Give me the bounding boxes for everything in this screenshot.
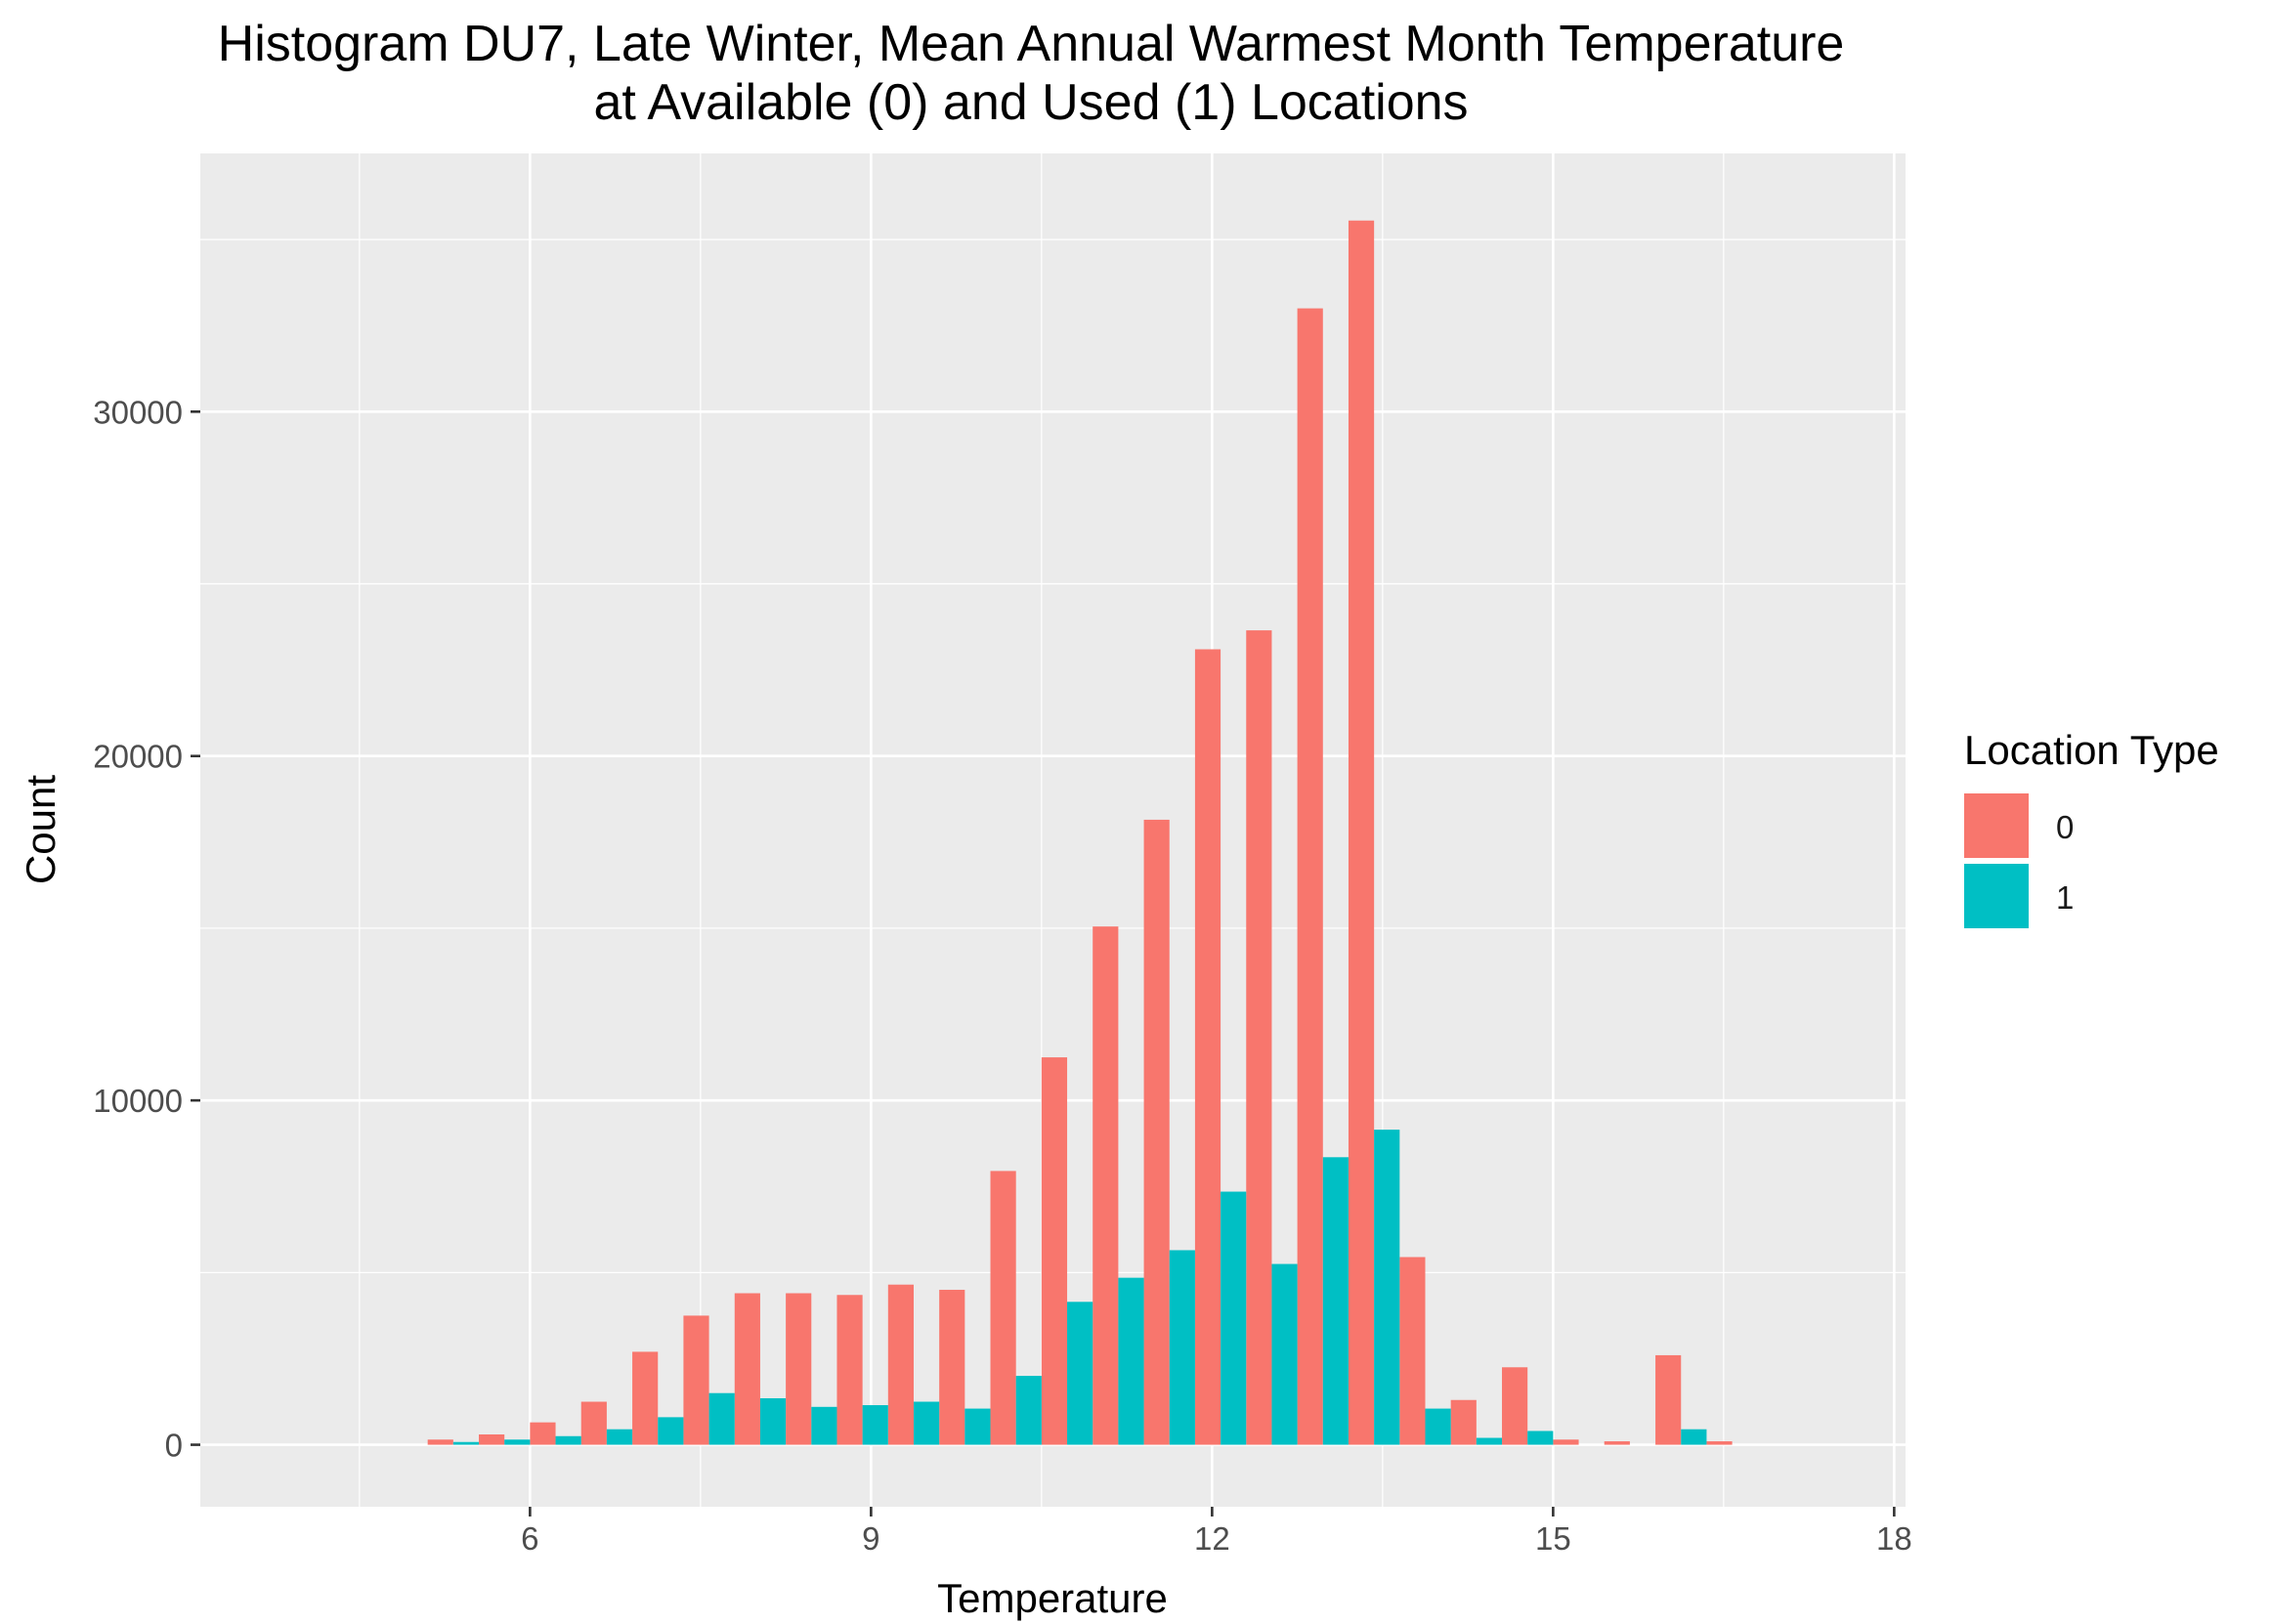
- bar-series-0: [734, 1293, 760, 1445]
- bar-series-1: [1169, 1250, 1195, 1445]
- x-tick-label: 15: [1535, 1520, 1571, 1557]
- bar-series-0: [1502, 1367, 1528, 1445]
- bars: [427, 220, 1733, 1445]
- bar-series-0: [1143, 819, 1170, 1445]
- bar-series-0: [1655, 1354, 1682, 1445]
- x-tick-label: 6: [521, 1520, 538, 1557]
- legend-label-series-0: 0: [2056, 809, 2074, 845]
- bar-series-0: [1246, 630, 1272, 1445]
- bar-series-1: [1221, 1191, 1247, 1445]
- bar-series-0: [786, 1293, 812, 1445]
- bar-series-0: [836, 1295, 863, 1445]
- bar-series-1: [1067, 1302, 1093, 1445]
- legend: Location Type 0 1: [1964, 727, 2219, 928]
- bar-series-0: [1297, 308, 1323, 1445]
- y-axis-title: Count: [18, 775, 64, 884]
- x-tick-label: 12: [1194, 1520, 1230, 1557]
- bar-series-0: [887, 1284, 914, 1445]
- bar-series-0: [580, 1401, 607, 1445]
- bar-series-1: [1374, 1130, 1400, 1445]
- bar-series-1: [1118, 1277, 1144, 1445]
- y-tick-label: 20000: [93, 739, 183, 775]
- bar-series-0: [1194, 649, 1221, 1445]
- bar-series-1: [759, 1397, 787, 1445]
- y-axis: 0 10000 20000 30000: [93, 394, 200, 1464]
- bar-series-0: [1041, 1057, 1068, 1445]
- bar-series-1: [555, 1435, 581, 1445]
- bar-series-1: [452, 1441, 480, 1445]
- x-tick-label: 9: [862, 1520, 879, 1557]
- bar-series-1: [1425, 1408, 1451, 1445]
- legend-key-series-1: [1964, 864, 2029, 928]
- bar-series-0: [990, 1171, 1016, 1445]
- bar-series-0: [1553, 1439, 1579, 1445]
- bar-series-0: [1706, 1441, 1733, 1445]
- legend-label-series-1: 1: [2056, 879, 2074, 916]
- legend-key-series-0: [1964, 793, 2029, 858]
- bar-series-1: [1322, 1157, 1349, 1445]
- bar-series-0: [479, 1433, 505, 1445]
- bar-series-0: [683, 1315, 709, 1445]
- bar-series-0: [632, 1351, 659, 1445]
- bar-series-1: [1476, 1437, 1503, 1445]
- bar-series-0: [1604, 1441, 1630, 1445]
- x-tick-label: 18: [1876, 1520, 1912, 1557]
- y-tick-label: 10000: [93, 1083, 183, 1119]
- bar-series-0: [1348, 220, 1375, 1445]
- bar-series-1: [606, 1429, 633, 1445]
- x-axis-title: Temperature: [937, 1575, 1168, 1621]
- legend-title: Location Type: [1964, 727, 2219, 773]
- chart-title: Histogram DU7, Late Winter, Mean Annual …: [218, 16, 1845, 72]
- bar-series-0: [530, 1422, 556, 1445]
- bar-series-1: [811, 1406, 837, 1445]
- bar-series-0: [1399, 1257, 1426, 1445]
- y-tick-label: 30000: [93, 394, 183, 430]
- x-axis: 6 9 12 15 18: [521, 1507, 1912, 1557]
- bar-series-1: [1527, 1431, 1554, 1445]
- bar-series-1: [658, 1417, 684, 1445]
- bar-series-0: [1450, 1399, 1477, 1445]
- bar-series-1: [862, 1405, 888, 1445]
- bar-series-1: [708, 1392, 735, 1445]
- y-tick-label: 0: [165, 1428, 183, 1464]
- bar-series-1: [1681, 1429, 1707, 1445]
- bar-series-0: [1093, 926, 1119, 1445]
- bar-series-1: [1271, 1263, 1298, 1445]
- bar-series-0: [427, 1439, 453, 1445]
- bar-series-1: [913, 1401, 940, 1445]
- bar-series-0: [939, 1289, 965, 1445]
- bar-series-1: [964, 1408, 991, 1445]
- bar-series-1: [1015, 1376, 1042, 1445]
- bar-series-1: [504, 1439, 531, 1445]
- chart-subtitle: at Available (0) and Used (1) Locations: [593, 74, 1468, 131]
